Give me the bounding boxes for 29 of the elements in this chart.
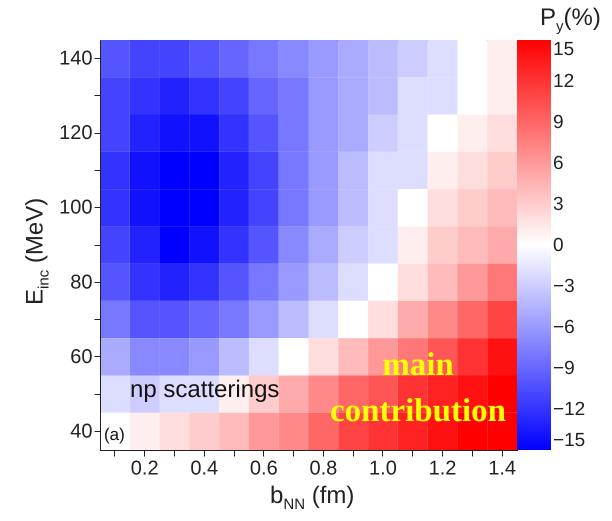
color-bar-label: −9: [553, 358, 575, 379]
color-bar-label: −3: [553, 276, 575, 297]
color-bar-label: 0: [553, 235, 564, 256]
color-bar-label: −15: [553, 430, 586, 451]
color-bar-label: 3: [553, 194, 564, 215]
legend-title: P$_{y}$(%): [540, 4, 601, 35]
annotation: (a): [104, 425, 125, 444]
x-tick-label: 0.8: [309, 458, 338, 480]
y-tick-label: 140: [59, 48, 92, 70]
x-tick-label: 0.2: [130, 458, 159, 480]
color-bar-label: 6: [553, 153, 564, 174]
color-bar-label: 9: [553, 112, 564, 133]
x-tick-label: 1.2: [428, 458, 456, 480]
x-axis-title: b$_{NN}$ (fm): [270, 482, 354, 513]
color-bar-label: 12: [553, 71, 574, 92]
color-bar-label: 15: [553, 39, 574, 60]
color-bar-label: −6: [553, 317, 575, 338]
y-tick-label: 120: [59, 122, 92, 144]
y-tick-label: 60: [70, 346, 92, 368]
x-tick-label: 1.4: [488, 458, 516, 480]
x-tick-label: 0.6: [250, 458, 278, 480]
x-tick-label: 1.0: [369, 458, 397, 480]
color-bar-label: −12: [553, 399, 586, 420]
y-tick-label: 80: [70, 271, 92, 294]
y-tick-label: 40: [70, 420, 92, 442]
x-tick-label: 0.4: [190, 458, 218, 480]
annotation: np scatterings: [130, 376, 280, 403]
annotation: main contribution: [330, 347, 506, 429]
y-tick-label: 100: [59, 196, 92, 219]
